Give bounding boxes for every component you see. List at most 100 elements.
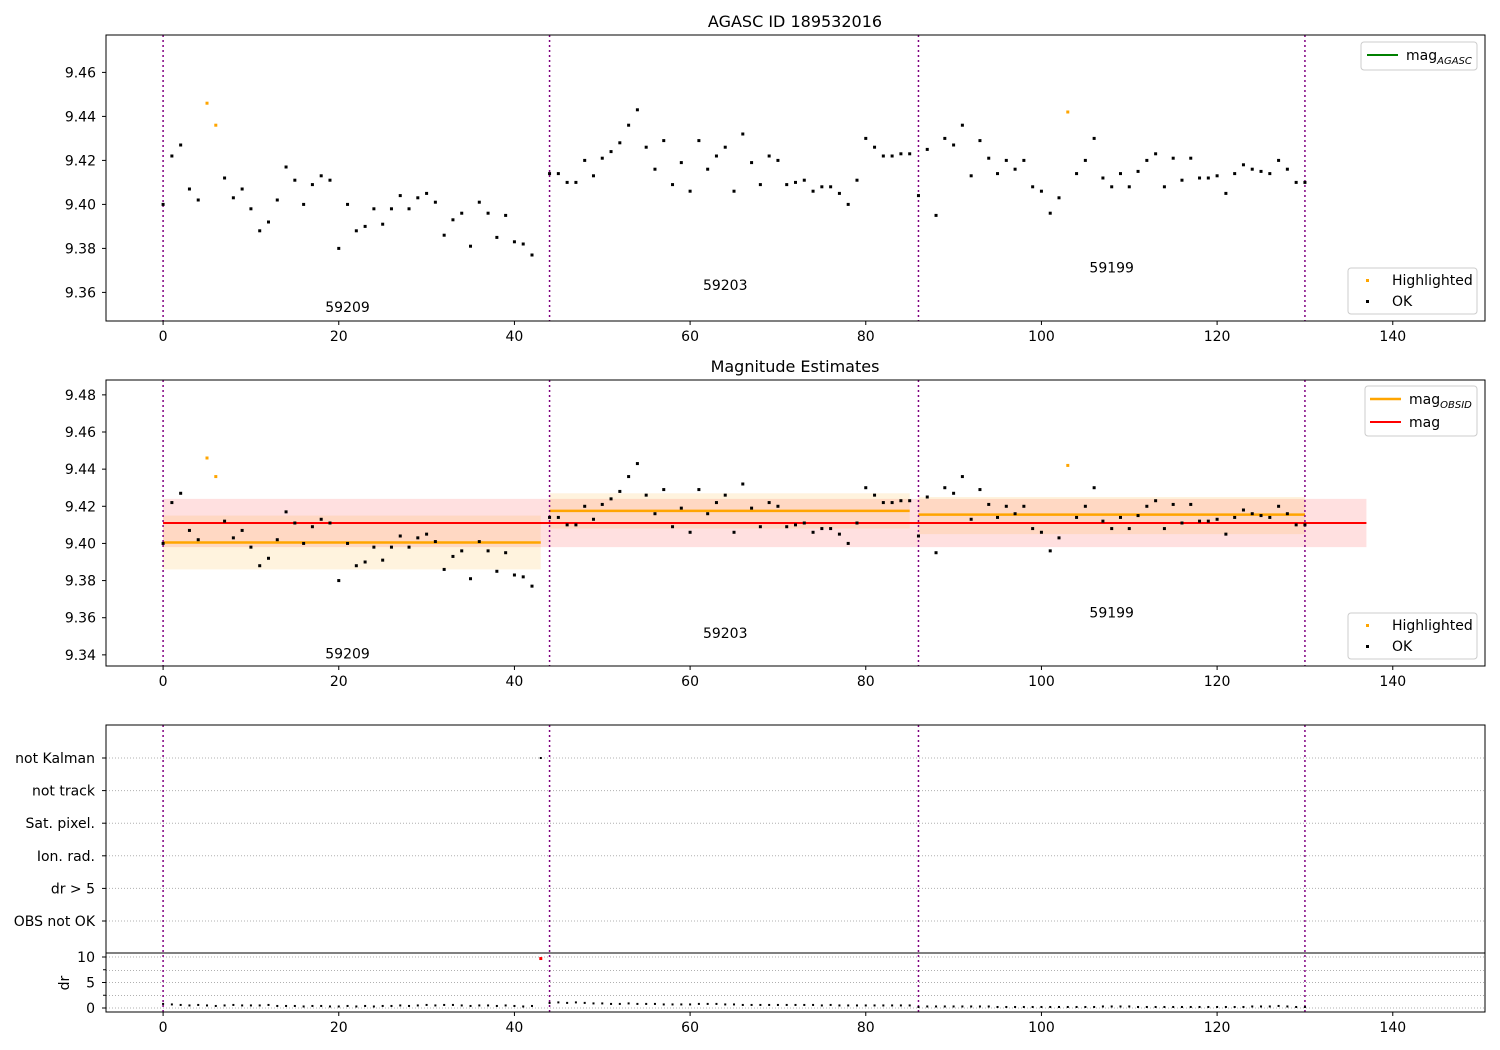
ok-point [1206, 519, 1210, 523]
y-tick-label: 9.42 [65, 153, 96, 169]
ok-point [1101, 176, 1105, 180]
dr-point [583, 1001, 586, 1004]
ok-point [1224, 191, 1228, 195]
ok-point [1294, 523, 1298, 527]
ok-point [389, 545, 393, 549]
ok-point [679, 506, 683, 510]
ok-point [512, 240, 516, 244]
legend-ok-swatch [1366, 645, 1369, 648]
ok-point [319, 517, 323, 521]
dr-point [812, 1003, 815, 1006]
dr-point [530, 1004, 533, 1007]
ok-point [1294, 180, 1298, 184]
dr-point [1075, 1005, 1078, 1008]
ok-point [495, 569, 499, 573]
dr-point [592, 1002, 595, 1005]
dr-point [1251, 1005, 1254, 1008]
ok-point [223, 176, 227, 180]
highlighted-point [205, 101, 209, 105]
legend-box [1347, 612, 1478, 660]
x-tick-label: 60 [681, 674, 699, 690]
ok-point [1198, 176, 1202, 180]
dr-point [1303, 1005, 1306, 1008]
legend-box [1347, 267, 1478, 315]
ok-point [934, 213, 938, 217]
dr-point [495, 1004, 498, 1007]
x-tick-label: 100 [1028, 329, 1055, 345]
ok-point [1110, 185, 1114, 189]
ok-point [662, 139, 666, 143]
ok-point [381, 222, 385, 226]
dr-point [855, 1004, 858, 1007]
ok-point [1145, 158, 1149, 162]
ok-point [1004, 158, 1008, 162]
ok-point [442, 233, 446, 237]
ok-point [1083, 504, 1087, 508]
ok-point [1110, 527, 1114, 531]
y-tick-label: 9.38 [65, 241, 96, 257]
ok-point [363, 560, 367, 564]
ok-point [266, 556, 270, 560]
dr-point [706, 1002, 709, 1005]
ok-point [1031, 185, 1035, 189]
dr-point [759, 1003, 762, 1006]
dr-point [416, 1004, 419, 1007]
dr-point [645, 1002, 648, 1005]
dr-point [276, 1004, 279, 1007]
dr-point [978, 1005, 981, 1008]
ok-point [908, 152, 912, 156]
ok-point [785, 183, 789, 187]
dr-point [267, 1003, 270, 1006]
ok-point [1127, 527, 1131, 531]
x-tick-label: 80 [857, 674, 875, 690]
ok-point [1127, 185, 1131, 189]
ok-point [943, 136, 947, 140]
x-tick-label: 140 [1379, 329, 1406, 345]
ok-point [372, 207, 376, 211]
ok-point [750, 506, 754, 510]
ok-point [187, 187, 191, 191]
ok-point [741, 132, 745, 136]
dr-point [1119, 1005, 1122, 1008]
ok-point [354, 564, 358, 568]
highlighted-point [214, 123, 218, 127]
flag-row-label: not track [32, 784, 96, 800]
ok-point [1171, 502, 1175, 506]
dr-point [1040, 1005, 1043, 1008]
ok-point [820, 185, 824, 189]
ok-point [407, 545, 411, 549]
x-tick-label: 80 [857, 329, 875, 345]
ok-point [583, 504, 587, 508]
ok-point [442, 567, 446, 571]
dr-point [908, 1004, 911, 1007]
ok-point [969, 174, 973, 178]
dr-point [689, 1003, 692, 1006]
ok-point [319, 174, 323, 178]
highlighted-point [1066, 463, 1070, 467]
ok-point [231, 196, 235, 200]
ok-point [758, 183, 762, 187]
legend-mag-lines: magOBSID mag [1364, 385, 1478, 437]
dr-point [364, 1004, 367, 1007]
ok-point [767, 501, 771, 505]
ok-point [1013, 167, 1017, 171]
ok-point [916, 534, 920, 538]
ok-point [398, 534, 402, 538]
ok-point [346, 202, 350, 206]
dr-point [170, 1003, 173, 1006]
x-tick-label: 120 [1204, 1020, 1231, 1036]
ok-point [1171, 156, 1175, 160]
ok-point [776, 158, 780, 162]
ok-point [337, 579, 341, 583]
dr-point [162, 1002, 165, 1005]
ok-point [714, 501, 718, 505]
ok-point [1285, 512, 1289, 516]
ok-point [1031, 527, 1035, 531]
obsid-label: 59209 [325, 300, 370, 316]
ok-point [1233, 172, 1237, 176]
ok-point [504, 213, 508, 217]
dr-tick-label: 5 [86, 976, 95, 992]
dr-point [1198, 1005, 1201, 1008]
flags-panel: not Kalman not track Sat. pixel. Ion. rad. d… [14, 724, 1486, 1036]
